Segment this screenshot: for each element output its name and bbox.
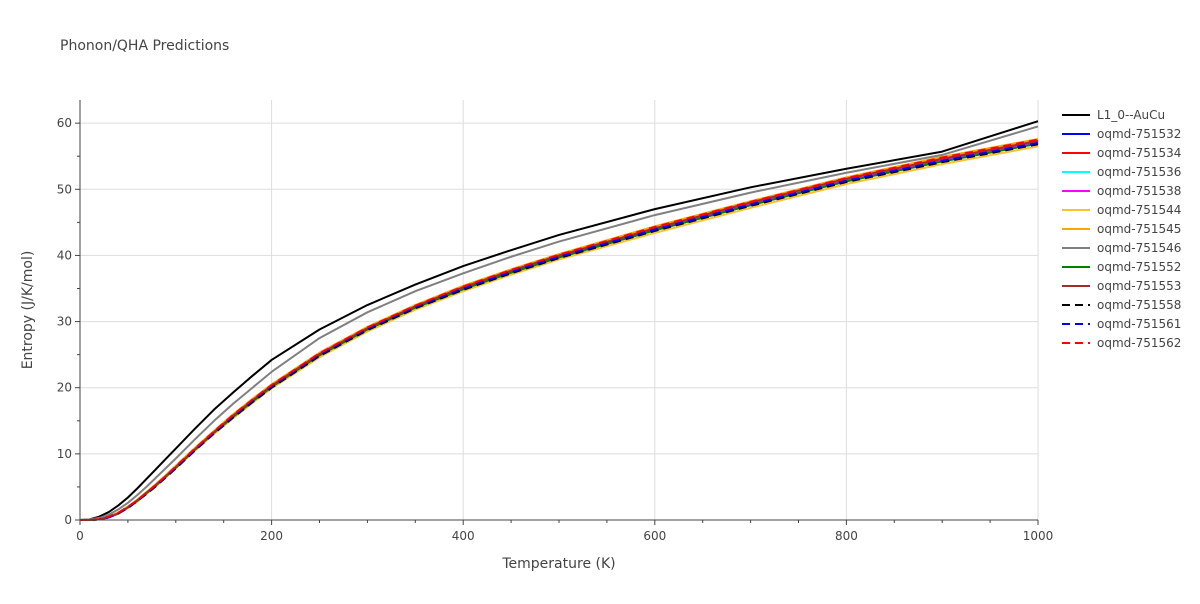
legend-label: oqmd-751552 <box>1097 260 1181 274</box>
series-line <box>80 141 1039 521</box>
x-tick-label: 0 <box>76 529 84 543</box>
legend-label: oqmd-751546 <box>1097 241 1181 255</box>
x-tick-label: 800 <box>835 529 858 543</box>
legend-item[interactable]: oqmd-751538 <box>1062 184 1181 198</box>
series-line <box>80 142 1039 521</box>
legend-item[interactable]: oqmd-751546 <box>1062 241 1181 255</box>
legend-label: oqmd-751544 <box>1097 203 1181 217</box>
legend-item[interactable]: oqmd-751536 <box>1062 165 1181 179</box>
y-tick-label: 60 <box>57 116 72 130</box>
legend-item[interactable]: oqmd-751553 <box>1062 279 1181 293</box>
y-tick-label: 0 <box>64 513 72 527</box>
legend-label: oqmd-751558 <box>1097 298 1181 312</box>
legend-item[interactable]: L1_0--AuCu <box>1062 108 1165 122</box>
series-line <box>79 120 1039 521</box>
legend-item[interactable]: oqmd-751545 <box>1062 222 1181 236</box>
x-tick-label: 200 <box>260 529 283 543</box>
legend-label: oqmd-751545 <box>1097 222 1181 236</box>
legend-item[interactable]: oqmd-751532 <box>1062 127 1181 141</box>
series-line <box>80 138 1039 521</box>
legend-item[interactable]: oqmd-751561 <box>1062 317 1181 331</box>
x-axis-title: Temperature (K) <box>501 556 615 572</box>
series-line <box>80 140 1039 521</box>
legend-label: L1_0--AuCu <box>1097 108 1165 122</box>
series-line <box>80 145 1039 521</box>
series-line <box>80 138 1039 521</box>
legend-label: oqmd-751553 <box>1097 279 1181 293</box>
y-tick-label: 20 <box>57 381 72 395</box>
legend[interactable]: L1_0--AuCu oqmd-751532 oqmd-751534 oqmd-751… <box>1062 108 1181 350</box>
y-tick-label: 50 <box>57 182 72 196</box>
legend-item[interactable]: oqmd-751562 <box>1062 336 1181 350</box>
series-line <box>80 143 1039 521</box>
x-tick-label: 400 <box>452 529 475 543</box>
legend-label: oqmd-751538 <box>1097 184 1181 198</box>
series-line <box>80 142 1039 521</box>
legend-item[interactable]: oqmd-751544 <box>1062 203 1181 217</box>
y-tick-label: 30 <box>57 315 72 329</box>
y-tick-label: 40 <box>57 248 72 262</box>
y-axis-title: Entropy (J/K/mol) <box>20 251 36 370</box>
axes: 0 200 400 600 800 1000 0 10 20 30 40 50 60 <box>57 100 1054 543</box>
series-line <box>80 138 1039 521</box>
legend-item[interactable]: oqmd-751558 <box>1062 298 1181 312</box>
series-line <box>79 125 1039 521</box>
y-tick-label: 10 <box>57 447 72 461</box>
x-tick-label: 1000 <box>1023 529 1054 543</box>
legend-label: oqmd-751532 <box>1097 127 1181 141</box>
legend-label: oqmd-751534 <box>1097 146 1181 160</box>
legend-label: oqmd-751562 <box>1097 336 1181 350</box>
chart-title: Phonon/QHA Predictions <box>60 38 229 54</box>
series-lines <box>79 120 1039 521</box>
legend-label: oqmd-751536 <box>1097 165 1181 179</box>
legend-item[interactable]: oqmd-751552 <box>1062 260 1181 274</box>
x-tick-label: 600 <box>643 529 666 543</box>
series-line <box>80 140 1039 521</box>
series-line <box>80 142 1039 521</box>
legend-label: oqmd-751561 <box>1097 317 1181 331</box>
legend-item[interactable]: oqmd-751534 <box>1062 146 1181 160</box>
